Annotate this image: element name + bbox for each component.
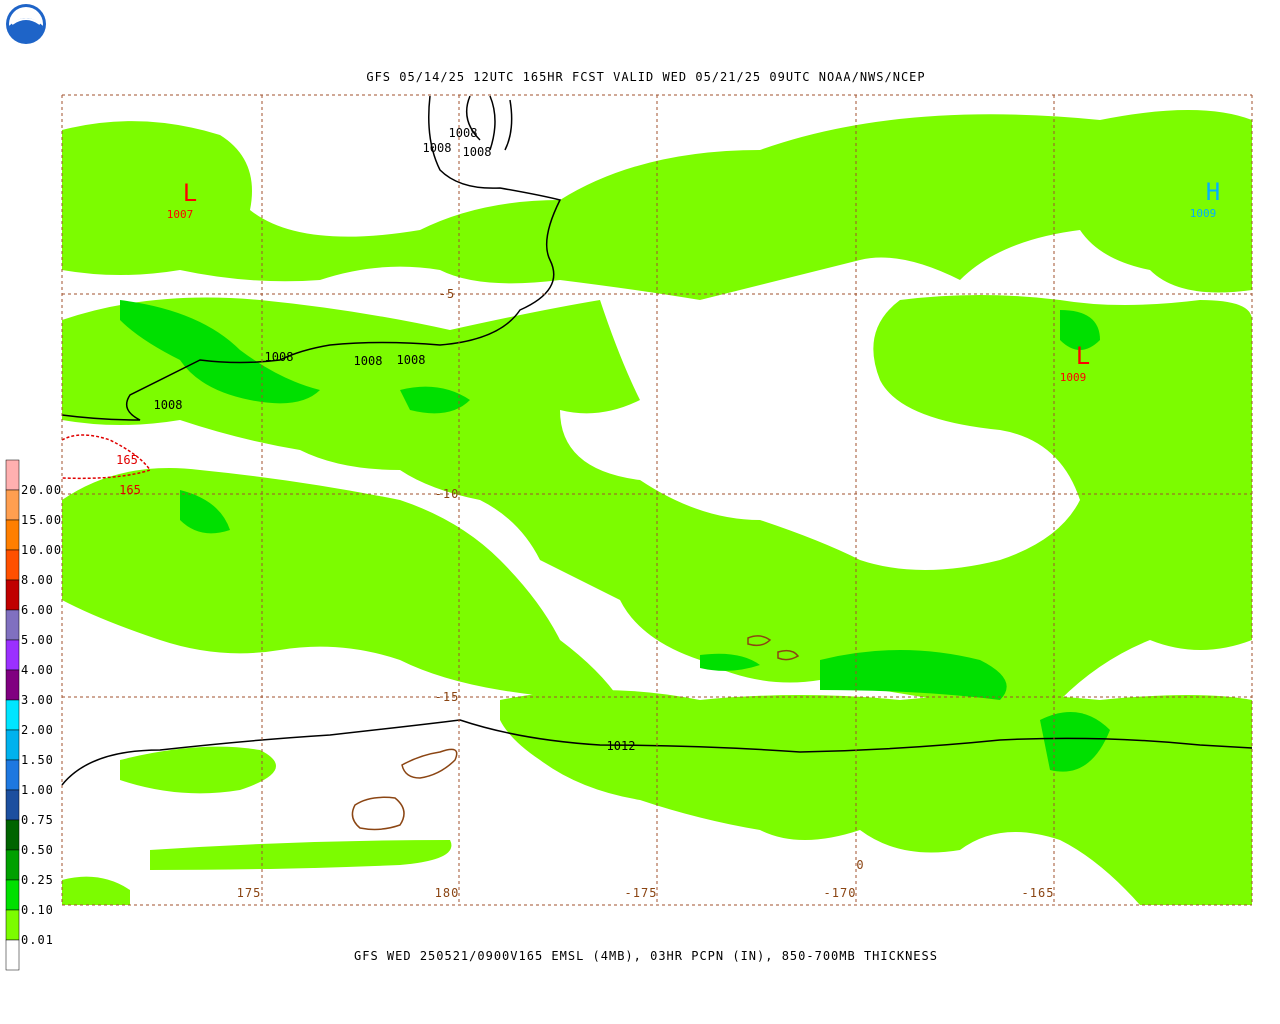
latitude-label: -15	[435, 690, 460, 704]
map-caption: GFS WED 250521/0900V165 EMSL (4MB), 03HR…	[354, 949, 938, 963]
pressure-center-symbol: L	[183, 179, 197, 207]
legend-swatch	[5, 789, 20, 821]
latitude-label: -5	[439, 287, 455, 301]
pressure-center-value: 1007	[167, 208, 194, 221]
legend-swatch	[5, 579, 20, 611]
legend-swatch	[5, 519, 20, 551]
legend-label: 6.00	[21, 603, 54, 617]
legend-label: 4.00	[21, 663, 54, 677]
longitude-label: -170	[824, 886, 857, 900]
legend-label: 2.00	[21, 723, 54, 737]
isobar-label: 1008	[449, 126, 478, 140]
legend-swatch	[5, 459, 20, 491]
legend-label: 0.10	[21, 903, 54, 917]
legend-swatch	[5, 909, 20, 941]
legend-label: 1.00	[21, 783, 54, 797]
legend-swatch	[5, 819, 20, 851]
graticule	[61, 94, 1253, 906]
isobar-label: 1008	[265, 350, 294, 364]
legend-label: 5.00	[21, 633, 54, 647]
legend-label: 0.25	[21, 873, 54, 887]
isobar-label: 1008	[423, 141, 452, 155]
pressure-center-value: 1009	[1060, 371, 1087, 384]
legend-swatch	[5, 609, 20, 641]
isobar-label: 1008	[154, 398, 183, 412]
legend-label: 3.00	[21, 693, 54, 707]
isobars	[61, 95, 1253, 786]
legend-swatch	[5, 699, 20, 731]
legend-label: 0.01	[21, 933, 54, 947]
isobar-label: 1012	[607, 739, 636, 753]
pressure-center-value: 1009	[1190, 207, 1217, 220]
legend-label: 10.00	[21, 543, 62, 557]
legend-swatch	[5, 939, 20, 971]
legend-swatch	[5, 669, 20, 701]
legend-swatch	[5, 639, 20, 671]
isobar-label: 1008	[354, 354, 383, 368]
noaa-logo	[6, 4, 46, 44]
legend-label: 0.50	[21, 843, 54, 857]
thickness-label: 0	[856, 858, 863, 872]
thickness-label: 165	[119, 483, 141, 497]
coastlines	[351, 635, 800, 831]
isobar-label: 1008	[397, 353, 426, 367]
pressure-center-symbol: L	[1076, 342, 1090, 370]
longitude-label: 180	[435, 886, 460, 900]
legend-swatch	[5, 489, 20, 521]
map-title: GFS 05/14/25 12UTC 165HR FCST VALID WED …	[366, 70, 925, 84]
legend-swatch	[5, 549, 20, 581]
thickness-label: 165	[116, 453, 138, 467]
legend-swatch	[5, 729, 20, 761]
legend-label: 0.75	[21, 813, 54, 827]
legend-label: 20.00	[21, 483, 62, 497]
legend-swatch	[5, 849, 20, 881]
legend-label: 15.00	[21, 513, 62, 527]
legend-swatch	[5, 879, 20, 911]
isobar-label: 1008	[463, 145, 492, 159]
pressure-center-symbol: H	[1206, 178, 1220, 206]
latitude-label: -10	[435, 487, 460, 501]
longitude-label: 175	[237, 886, 262, 900]
legend-swatch	[5, 759, 20, 791]
legend-label: 1.50	[21, 753, 54, 767]
legend-label: 8.00	[21, 573, 54, 587]
longitude-label: -175	[625, 886, 658, 900]
longitude-label: -165	[1022, 886, 1055, 900]
precip-areas	[62, 110, 1252, 905]
